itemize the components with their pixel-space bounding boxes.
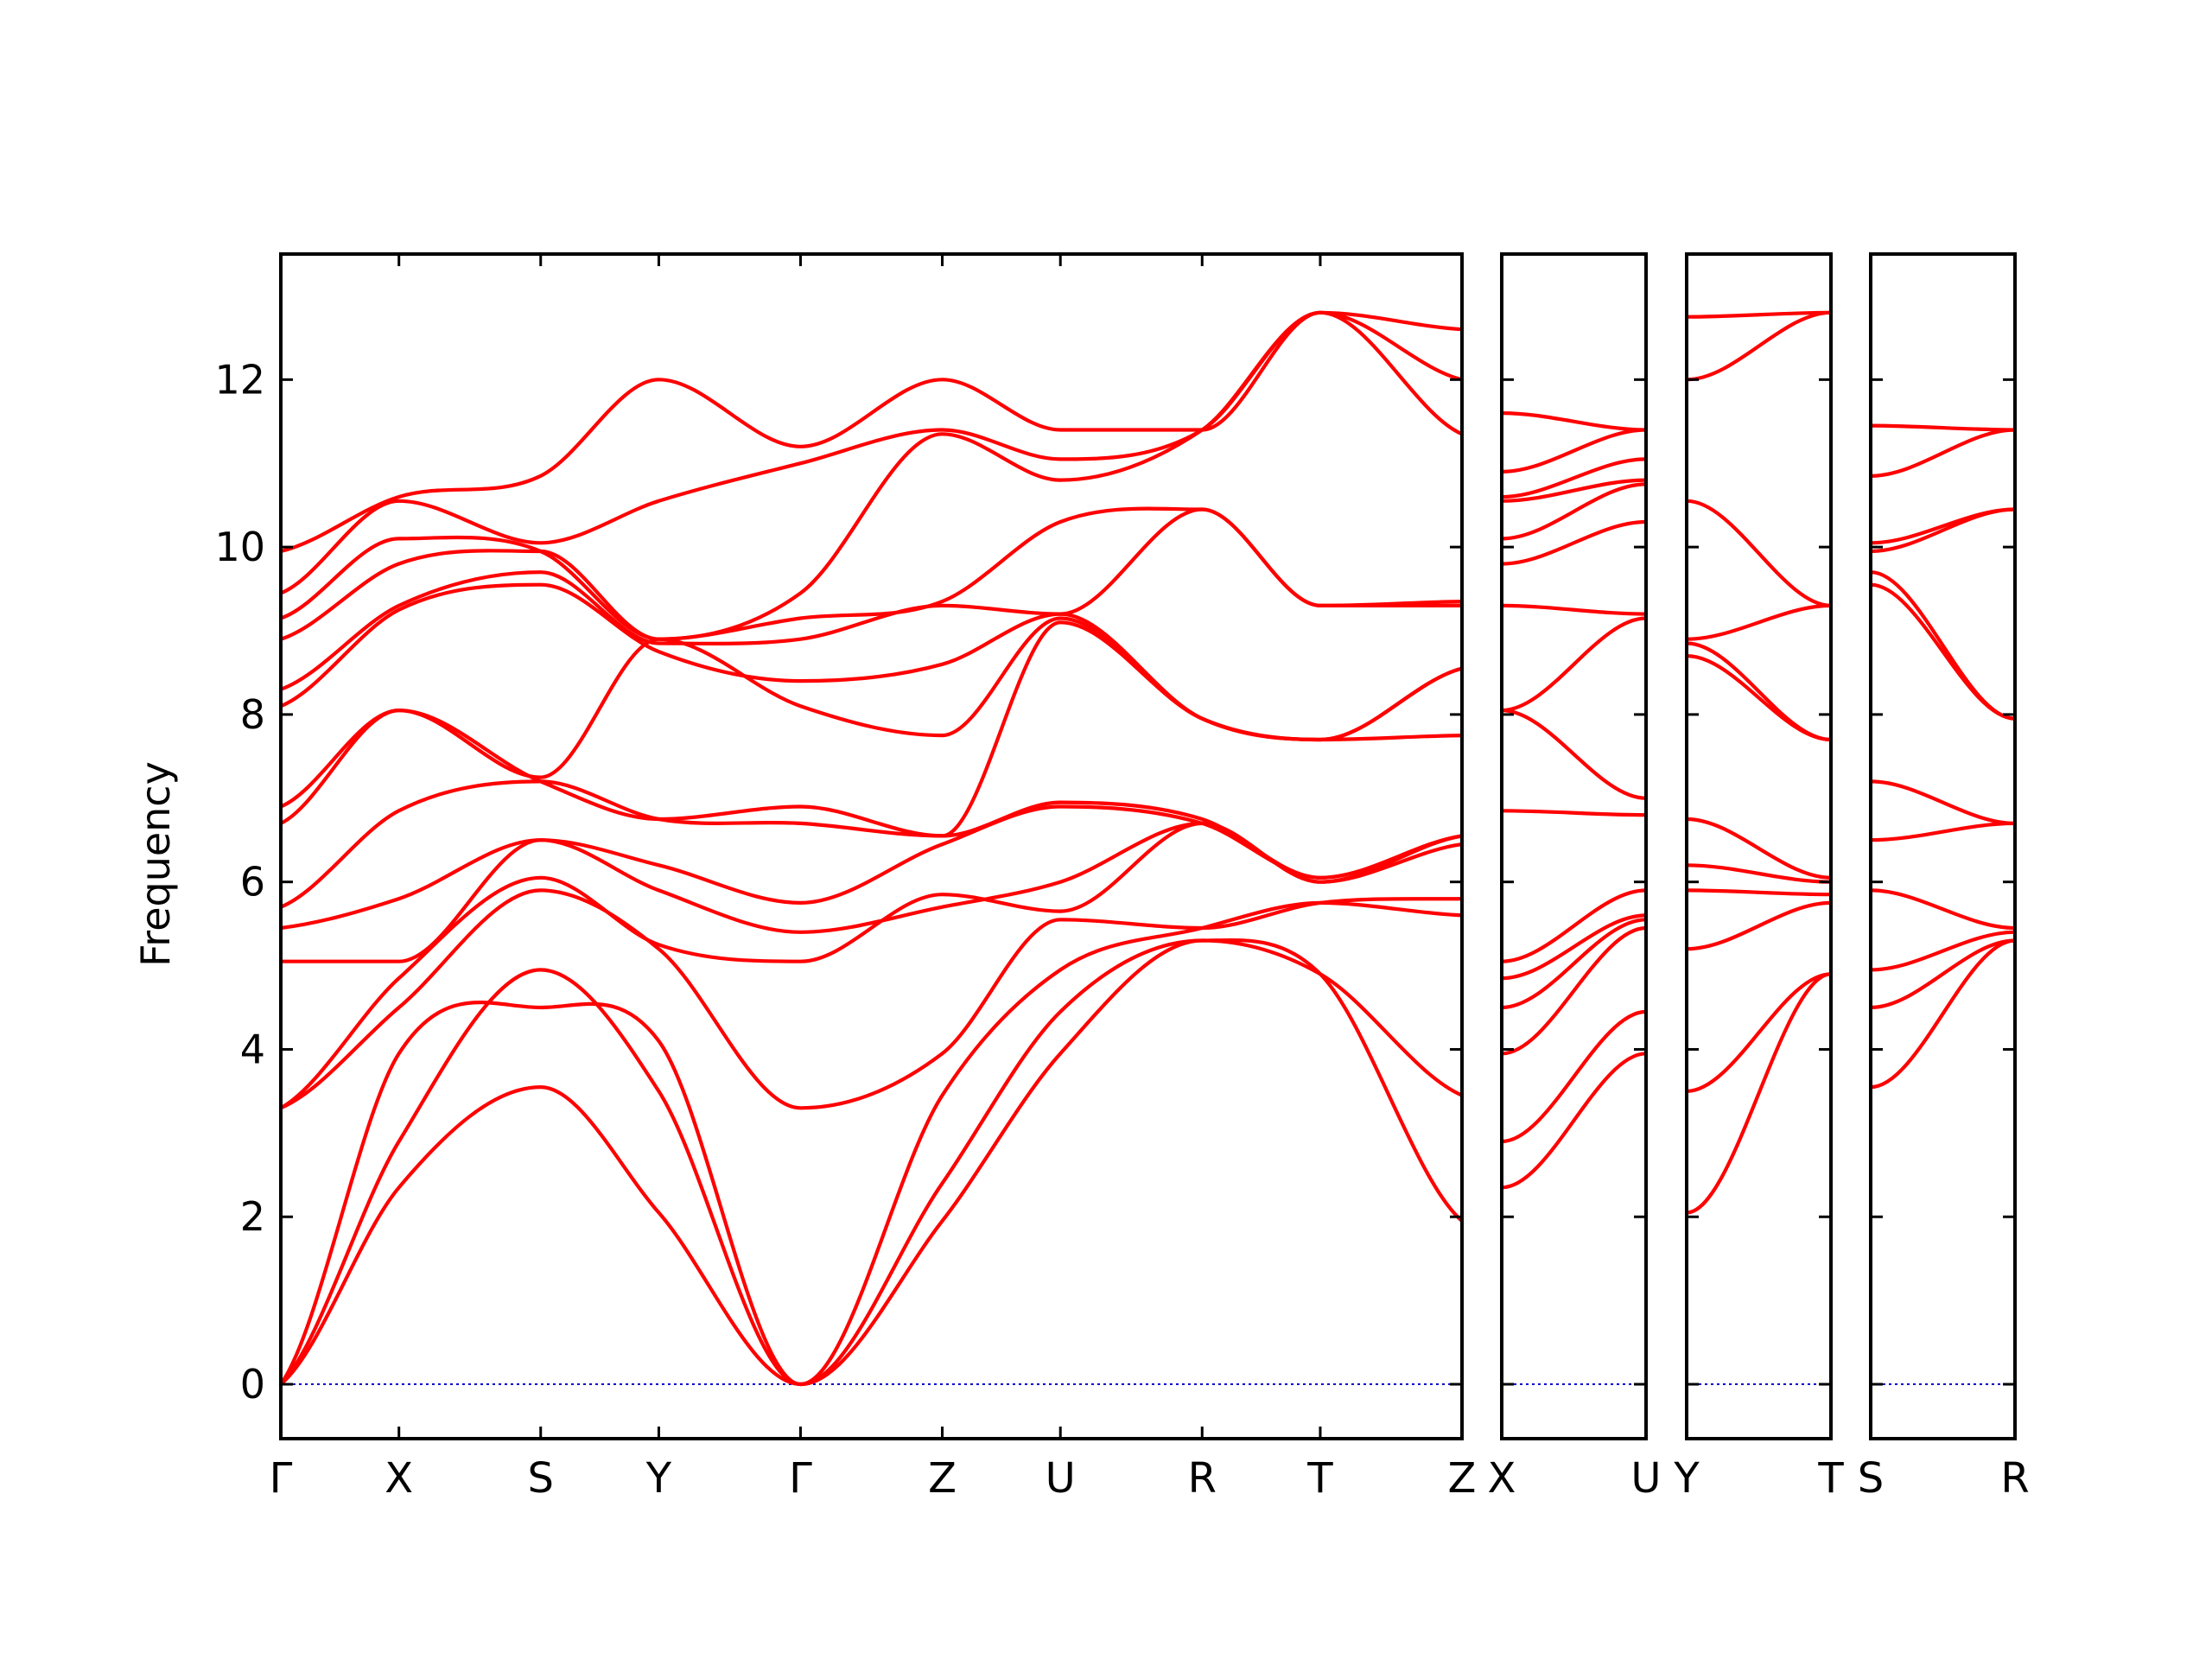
band-12 [1499,482,1649,541]
x-tick-label: S [1858,1454,1884,1503]
band-6 [1868,779,2018,825]
x-tick-label: T [1817,1454,1844,1503]
y-tick-label: 10 [214,524,265,570]
x-tick-label: X [1488,1454,1516,1503]
panel-frame [1500,252,1648,1440]
band-2 [1868,938,2018,1010]
band-panel-1: 0 2 4 6 8 10 12 Γ X S Y Γ Z U R T Z [214,252,1477,1503]
band-10 [1684,499,1834,607]
y-tick-label: 2 [240,1193,265,1240]
y-tick-label: 6 [240,859,265,906]
band-1 [1684,972,1834,1215]
x-tick-label: Z [1448,1454,1477,1503]
x-tick-label: R [1188,1454,1217,1503]
band-1 [1499,1052,1649,1190]
band-16 [1499,411,1649,432]
band-3 [1684,900,1834,951]
band-6 [1499,888,1649,963]
panel-frame [1685,252,1833,1440]
band-10 [1868,507,2018,545]
band-15 [278,310,1465,595]
y-tick-label: 12 [214,356,265,403]
band-3 [1499,925,1649,1056]
panel-frame [1869,252,2017,1440]
band-11 [1499,519,1649,566]
band-7 [1499,809,1649,817]
x-tick-label: S [528,1454,554,1503]
band-11 [1868,428,2018,478]
x-tick-label: U [1630,1454,1661,1503]
band-8 [1684,641,1834,742]
band-9 [1868,507,2018,554]
band-12 [1684,310,1834,319]
x-tick-label: X [385,1454,413,1503]
band-16 [278,310,1465,554]
band-2 [278,938,1465,1387]
band-9 [278,620,1465,838]
panel-frame [279,252,1464,1440]
x-tick-label: T [1306,1454,1333,1503]
band-11 [278,582,1465,742]
x-tick-label: Y [1673,1454,1700,1503]
band-2 [1499,1009,1649,1144]
band-6 [1684,817,1834,880]
band-9 [1684,603,1834,641]
band-14 [1499,457,1649,499]
y-axis-label: Frequency [132,761,179,967]
band-7 [1868,582,2018,721]
x-tick-label: U [1046,1454,1076,1503]
band-2 [1684,972,1834,1093]
band-4 [1868,888,2018,931]
band-6 [278,821,1465,963]
band-4 [1499,918,1649,1010]
y-tick-label: 4 [240,1026,265,1072]
band-3 [1868,930,2018,972]
band-11 [1684,310,1834,382]
band-4 [278,888,1465,1110]
band-8 [1499,709,1649,800]
band-13 [1499,478,1649,503]
band-5 [1499,913,1649,981]
band-7 [1684,654,1834,742]
band-15 [1499,428,1649,474]
x-tick-label: Z [928,1454,957,1503]
band-12 [1868,423,2018,432]
x-tick-label: Γ [270,1454,293,1503]
band-1 [1868,938,2018,1090]
band-9 [1499,616,1649,713]
band-1 [278,938,1465,1387]
band-5 [1868,821,2018,842]
x-tick-label: R [2000,1454,2029,1503]
band-13 [278,506,1465,641]
band-8 [1868,570,2018,721]
band-5 [1684,863,1834,884]
x-tick-label: Y [645,1454,672,1503]
band-8 [278,779,1465,909]
y-tick-label: 0 [240,1361,265,1408]
x-tick-label: Γ [789,1454,812,1503]
band-4 [1684,888,1834,897]
y-tick-label: 8 [240,691,265,738]
band-10 [278,616,1465,809]
band-10 [1499,603,1649,616]
